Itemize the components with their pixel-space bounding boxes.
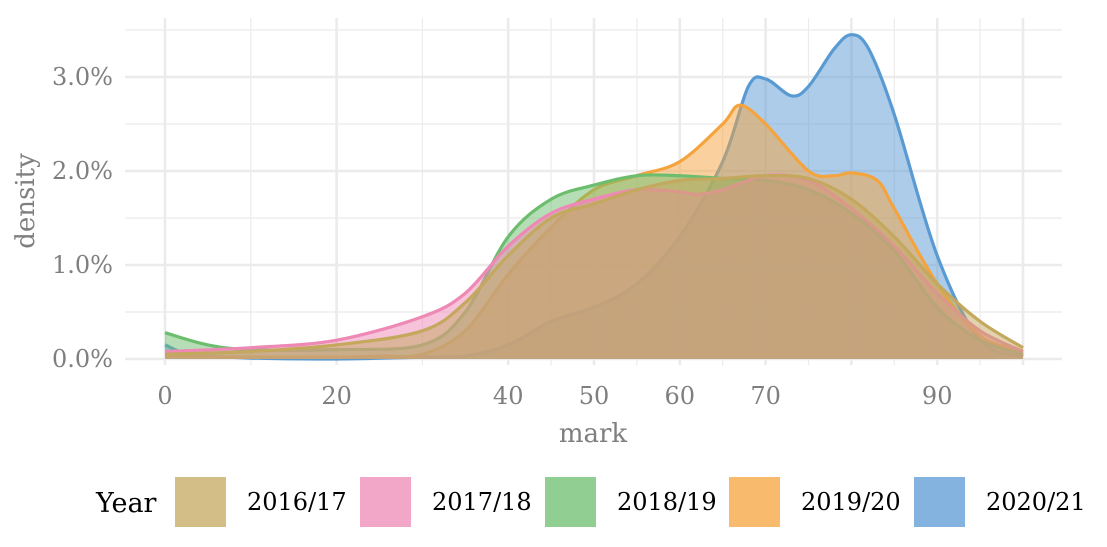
x-tick-label: 70 <box>750 382 781 410</box>
legend-key-2020-21 <box>914 477 965 527</box>
y-tick-labels: 0.0% 1.0% 2.0% 3.0% <box>52 63 113 373</box>
x-tick-label: 40 <box>493 382 524 410</box>
legend-label-2018-19: 2018/19 <box>617 488 717 516</box>
density-area-2016-17 <box>165 175 1023 359</box>
x-tick-label: 90 <box>922 382 953 410</box>
legend-label-2016-17: 2016/17 <box>247 488 347 516</box>
x-tick-label: 60 <box>665 382 696 410</box>
x-tick-labels: 0 20 40 50 60 70 90 <box>157 382 952 410</box>
legend-label-2020-21: 2020/21 <box>986 488 1086 516</box>
x-tick-label: 20 <box>321 382 352 410</box>
density-line-2016-17 <box>164 173 1024 356</box>
legend: Year 2016/17 2017/18 2018/19 2019/20 2020/21 <box>95 477 1086 527</box>
y-axis-title: density <box>11 153 41 249</box>
legend-key-2019-20 <box>729 477 780 527</box>
legend-label-2017-18: 2017/18 <box>432 488 532 516</box>
x-tick-label: 0 <box>157 382 172 410</box>
legend-key-2016-17 <box>175 477 226 527</box>
legend-key-2018-19 <box>545 477 596 527</box>
legend-label-2019-20: 2019/20 <box>801 488 901 516</box>
y-tick-label: 3.0% <box>52 63 113 91</box>
y-tick-label: 0.0% <box>52 345 113 373</box>
y-tick-label: 2.0% <box>52 157 113 185</box>
x-axis-title: mark <box>559 419 628 449</box>
x-tick-label: 50 <box>579 382 610 410</box>
y-tick-label: 1.0% <box>52 251 113 279</box>
legend-key-2017-18 <box>360 477 411 527</box>
density-areas <box>164 33 1024 361</box>
legend-title: Year <box>95 488 157 519</box>
